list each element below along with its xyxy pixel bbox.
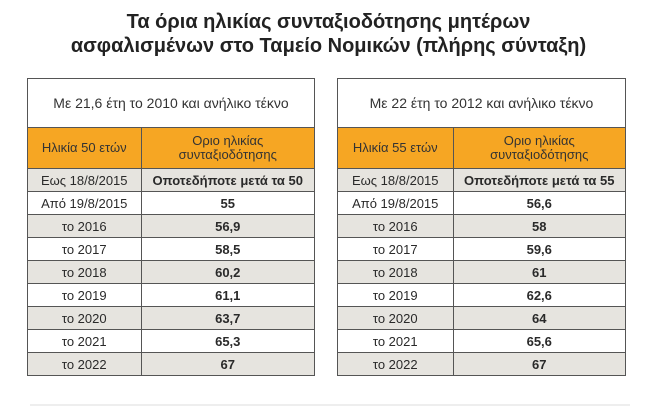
age-limit-cell: Οποτεδήποτε μετά τα 50 (140, 168, 314, 192)
data-table: Ηλικία 55 ετών Οριο ηλικίας συνταξιοδότη… (338, 128, 625, 375)
table-row: το 2021 65,3 (28, 329, 314, 353)
table-row: Από 19/8/2015 55 (28, 191, 314, 215)
table-caption: Με 21,6 έτη το 2010 και ανήλικο τέκνο (28, 79, 314, 128)
table-row: το 2019 62,6 (338, 283, 625, 307)
age-limit-cell: 61 (452, 260, 625, 284)
table-row: Εως 18/8/2015 Οποτεδήποτε μετά τα 55 (338, 168, 625, 192)
table-row: Εως 18/8/2015 Οποτεδήποτε μετά τα 50 (28, 168, 314, 192)
period-cell: Εως 18/8/2015 (338, 168, 454, 192)
age-limit-cell: 60,2 (140, 260, 314, 284)
header-age: Ηλικία 55 ετών (338, 128, 454, 169)
data-table: Ηλικία 50 ετών Οριο ηλικίας συνταξιοδότη… (28, 128, 314, 375)
table-caption: Με 22 έτη το 2012 και ανήλικο τέκνο (338, 79, 625, 128)
table-row: το 2020 64 (338, 306, 625, 330)
table-row: το 2022 67 (28, 352, 314, 375)
period-cell: το 2019 (28, 283, 142, 307)
table-row: το 2018 61 (338, 260, 625, 284)
table-row: το 2018 60,2 (28, 260, 314, 284)
period-cell: το 2022 (338, 352, 454, 375)
age-limit-cell: 63,7 (140, 306, 314, 330)
period-cell: το 2018 (28, 260, 142, 284)
header-retirement-limit: Οριο ηλικίας συνταξιοδότησης (140, 128, 314, 169)
table-row: το 2020 63,7 (28, 306, 314, 330)
period-cell: το 2022 (28, 352, 142, 375)
header-age: Ηλικία 50 ετών (28, 128, 142, 169)
age-limit-cell: 67 (452, 352, 625, 375)
age-limit-cell: 64 (452, 306, 625, 330)
page-title: Τα όρια ηλικίας συνταξιοδότησης μητέρων … (0, 10, 657, 58)
table-row: το 2016 58 (338, 214, 625, 238)
period-cell: το 2017 (28, 237, 142, 261)
table-row: το 2017 59,6 (338, 237, 625, 261)
period-cell: το 2020 (338, 306, 454, 330)
period-cell: το 2021 (28, 329, 142, 353)
header-row: Ηλικία 50 ετών Οριο ηλικίας συνταξιοδότη… (28, 128, 314, 169)
period-cell: το 2016 (28, 214, 142, 238)
age-limit-cell: 56,9 (140, 214, 314, 238)
period-cell: το 2019 (338, 283, 454, 307)
age-limit-cell: 62,6 (452, 283, 625, 307)
age-limit-cell: 65,3 (140, 329, 314, 353)
header-retirement-limit: Οριο ηλικίας συνταξιοδότησης (452, 128, 625, 169)
period-cell: το 2017 (338, 237, 454, 261)
age-limit-cell: 61,1 (140, 283, 314, 307)
age-limit-cell: 55 (140, 191, 314, 215)
age-limit-cell: 56,6 (452, 191, 625, 215)
period-cell: Εως 18/8/2015 (28, 168, 142, 192)
table-mothers-age-55: Με 22 έτη το 2012 και ανήλικο τέκνο Ηλικ… (337, 78, 626, 376)
period-cell: το 2020 (28, 306, 142, 330)
period-cell: Από 19/8/2015 (28, 191, 142, 215)
age-limit-cell: 67 (140, 352, 314, 375)
bottom-divider (30, 404, 630, 406)
period-cell: το 2018 (338, 260, 454, 284)
period-cell: Από 19/8/2015 (338, 191, 454, 215)
table-row: το 2019 61,1 (28, 283, 314, 307)
table-row: το 2017 58,5 (28, 237, 314, 261)
age-limit-cell: 59,6 (452, 237, 625, 261)
table-mothers-age-50: Με 21,6 έτη το 2010 και ανήλικο τέκνο Ηλ… (27, 78, 315, 376)
age-limit-cell: Οποτεδήποτε μετά τα 55 (452, 168, 625, 192)
table-row: το 2021 65,6 (338, 329, 625, 353)
table-row: το 2016 56,9 (28, 214, 314, 238)
table-row: Από 19/8/2015 56,6 (338, 191, 625, 215)
title-line-1: Τα όρια ηλικίας συνταξιοδότησης μητέρων (126, 11, 531, 33)
title-line-2: ασφαλισμένων στο Ταμείο Νομικών (πλήρης … (70, 35, 587, 57)
age-limit-cell: 58 (452, 214, 625, 238)
table-row: το 2022 67 (338, 352, 625, 375)
age-limit-cell: 65,6 (452, 329, 625, 353)
age-limit-cell: 58,5 (140, 237, 314, 261)
period-cell: το 2021 (338, 329, 454, 353)
period-cell: το 2016 (338, 214, 454, 238)
header-row: Ηλικία 55 ετών Οριο ηλικίας συνταξιοδότη… (338, 128, 625, 169)
